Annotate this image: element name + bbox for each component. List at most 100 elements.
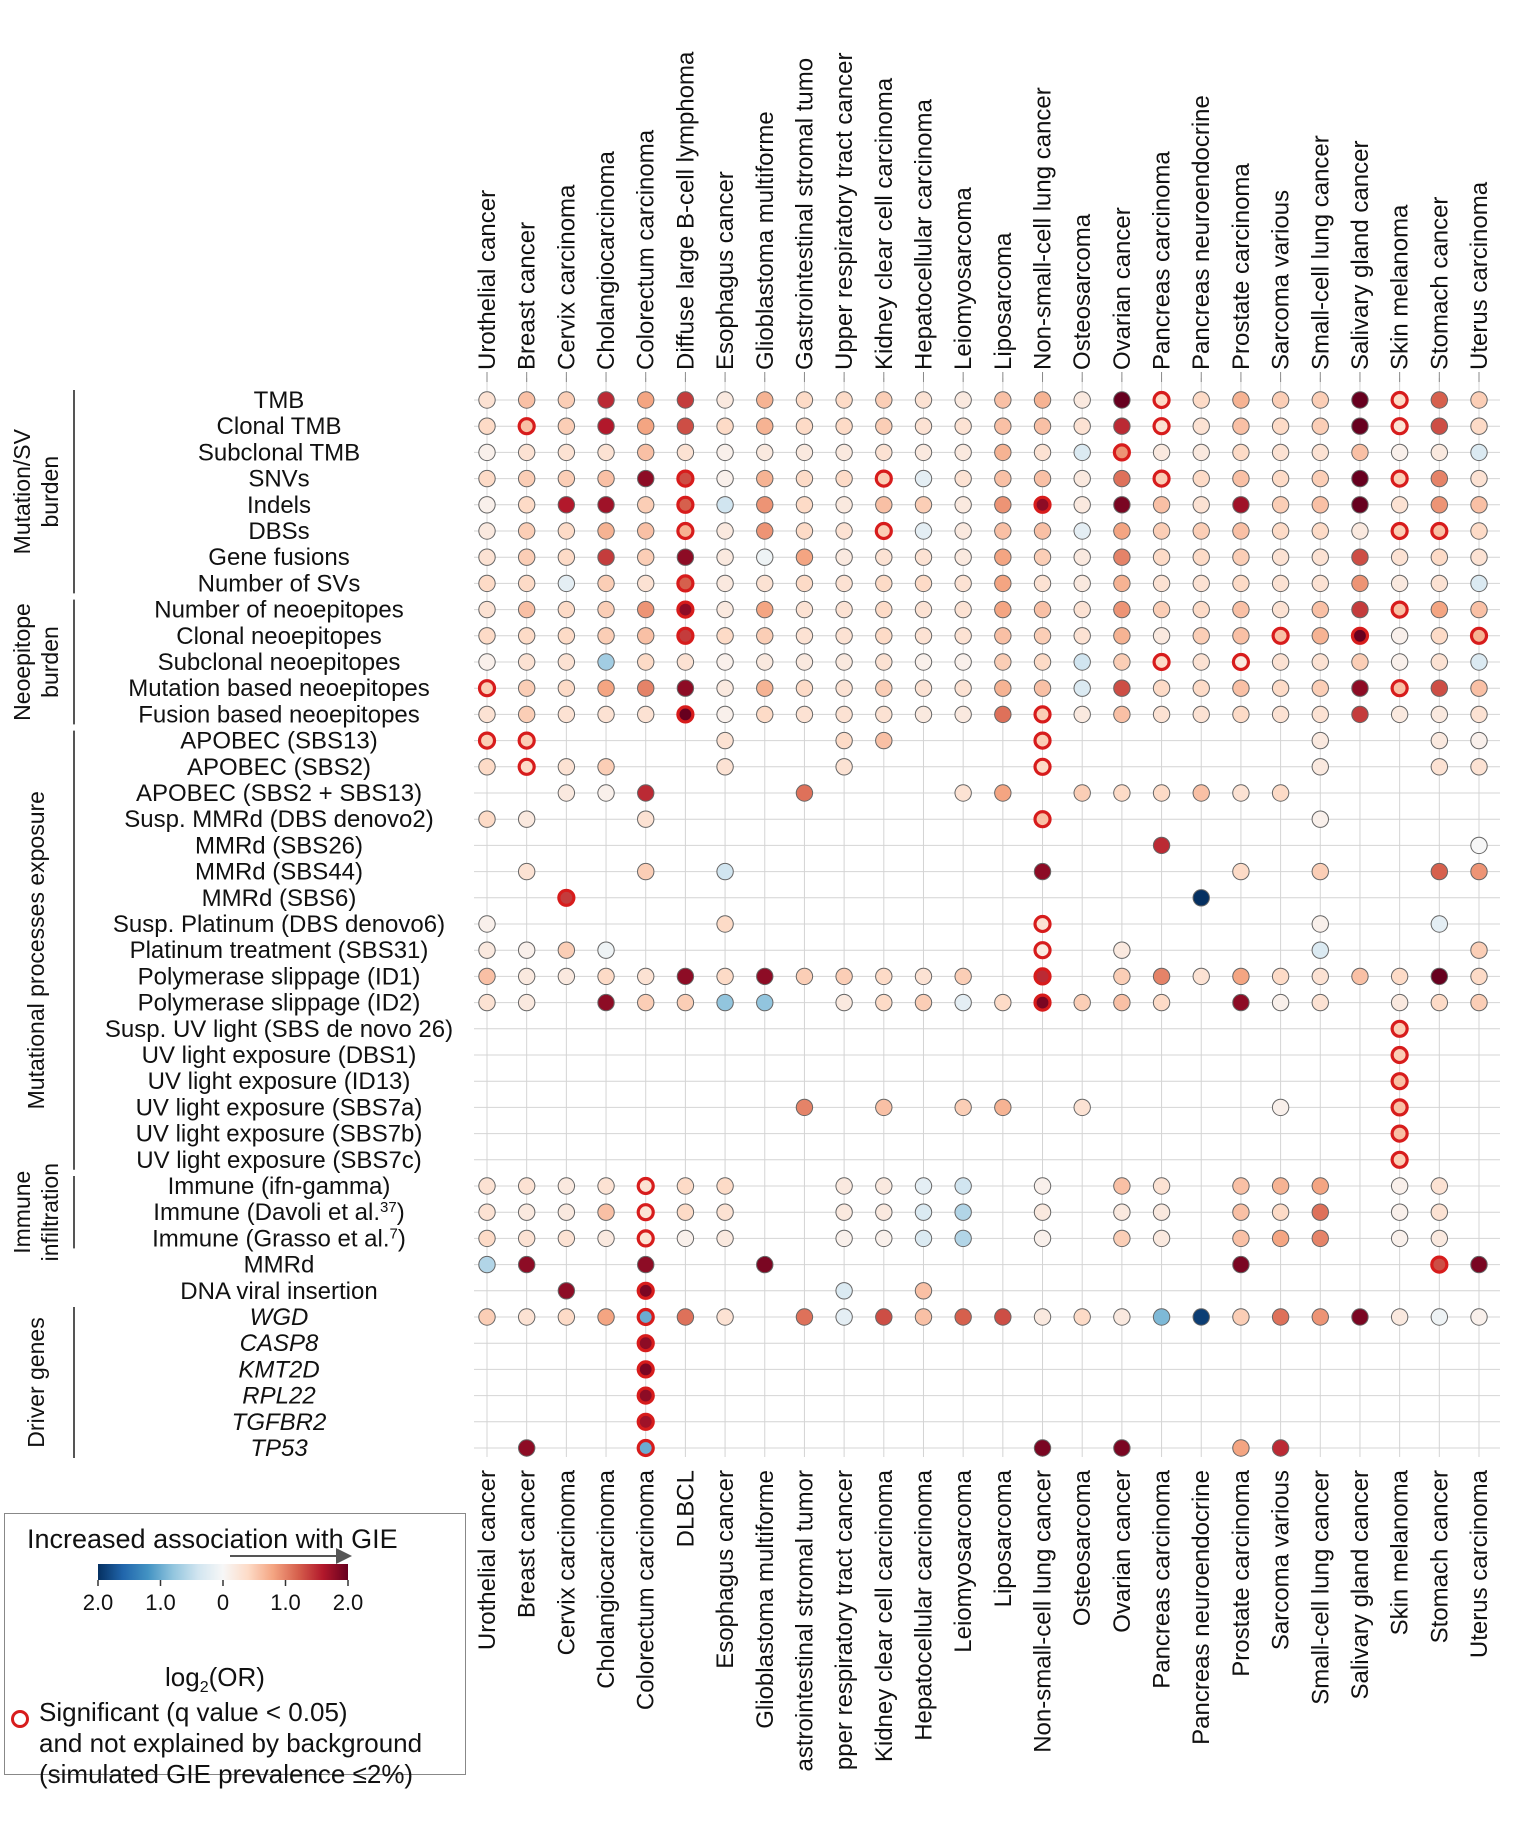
column-label-top: Non-small-cell lung cancer bbox=[1030, 87, 1057, 370]
dot bbox=[954, 705, 972, 724]
dot bbox=[756, 1255, 774, 1274]
row-label: Susp. Platinum (DBS denovo6) bbox=[113, 911, 445, 938]
dot bbox=[1073, 784, 1091, 802]
dot bbox=[954, 574, 972, 593]
significant-dot bbox=[477, 731, 497, 750]
legend-significance-text: Significant (q value < 0.05) and not exp… bbox=[39, 1697, 422, 1790]
dot bbox=[1430, 600, 1449, 619]
dot bbox=[1470, 705, 1488, 724]
dot bbox=[835, 993, 853, 1012]
dot bbox=[1192, 548, 1210, 566]
row-label: APOBEC (SBS2) bbox=[187, 754, 371, 781]
dot bbox=[795, 653, 814, 671]
dot bbox=[1311, 862, 1329, 881]
dot bbox=[517, 862, 536, 881]
dot bbox=[1152, 836, 1171, 855]
column-label-bottom: Colorectum carcinoma bbox=[633, 1469, 660, 1710]
dot bbox=[478, 1308, 496, 1326]
row-label: DBSs bbox=[248, 518, 309, 545]
significant-dot bbox=[1033, 914, 1052, 934]
dot bbox=[1271, 600, 1290, 619]
dot bbox=[557, 705, 576, 724]
dot bbox=[1113, 653, 1131, 671]
dot bbox=[875, 731, 893, 750]
dot bbox=[954, 1308, 972, 1326]
dot bbox=[716, 548, 734, 566]
dot bbox=[1073, 679, 1091, 697]
dot bbox=[994, 1308, 1012, 1326]
dot bbox=[1430, 627, 1449, 645]
dot bbox=[1192, 574, 1210, 593]
dot bbox=[1271, 496, 1290, 514]
dot bbox=[637, 522, 655, 540]
dot bbox=[517, 1255, 536, 1274]
dot bbox=[1470, 836, 1488, 855]
row-label: MMRd bbox=[244, 1252, 315, 1279]
dot bbox=[756, 469, 774, 488]
dot bbox=[875, 653, 893, 671]
row-label: WGD bbox=[250, 1304, 309, 1331]
dot bbox=[914, 1308, 933, 1326]
dot bbox=[914, 967, 933, 986]
dot bbox=[517, 548, 536, 566]
column-label-bottom: Prostate carcinoma bbox=[1228, 1469, 1255, 1676]
group-label: Neoepitope bbox=[9, 603, 35, 721]
dot bbox=[1073, 1308, 1091, 1326]
dot bbox=[795, 679, 814, 697]
dot bbox=[1430, 653, 1449, 671]
dot bbox=[1033, 653, 1052, 671]
dot bbox=[835, 1282, 853, 1300]
dot bbox=[1232, 1229, 1250, 1248]
dot bbox=[756, 705, 774, 724]
dot bbox=[1073, 627, 1091, 645]
dot bbox=[1271, 522, 1290, 540]
dot bbox=[1113, 1229, 1131, 1248]
dot bbox=[795, 417, 814, 435]
dot bbox=[1033, 1177, 1052, 1195]
dot bbox=[1311, 653, 1329, 671]
dot bbox=[676, 1229, 695, 1248]
dot bbox=[994, 627, 1012, 645]
dot bbox=[637, 679, 655, 697]
dot bbox=[597, 758, 615, 776]
significant-dot bbox=[517, 731, 536, 750]
significant-dot bbox=[1152, 652, 1171, 672]
dot bbox=[1351, 1308, 1369, 1326]
dot bbox=[478, 574, 496, 593]
dot bbox=[875, 967, 893, 986]
dot bbox=[597, 522, 615, 540]
dot bbox=[1033, 679, 1052, 697]
significant-dot bbox=[1033, 705, 1052, 724]
column-label-top: Stomach cancer bbox=[1426, 197, 1453, 370]
dot bbox=[1113, 574, 1131, 593]
column-label-bottom: Glioblastoma multiforme bbox=[752, 1470, 779, 1729]
dot bbox=[1192, 784, 1210, 802]
dot bbox=[994, 469, 1012, 488]
dot bbox=[1152, 443, 1171, 462]
dot bbox=[1152, 705, 1171, 724]
row-label: Immune (Davoli et al.37) bbox=[153, 1199, 404, 1227]
dot bbox=[1232, 784, 1250, 802]
significant-dot bbox=[636, 1281, 655, 1300]
dot bbox=[756, 391, 774, 409]
dot bbox=[875, 1308, 893, 1326]
dot bbox=[1113, 784, 1131, 802]
dot bbox=[1033, 469, 1052, 488]
dot bbox=[756, 548, 774, 566]
dot bbox=[517, 1439, 536, 1457]
dot bbox=[756, 653, 774, 671]
column-label-top: Esophagus cancer bbox=[712, 171, 739, 370]
dot bbox=[1351, 679, 1369, 697]
dot bbox=[557, 627, 576, 645]
dot bbox=[1033, 522, 1052, 540]
significant-dot bbox=[636, 1386, 655, 1405]
column-label-bottom: Skin melanoma bbox=[1387, 1469, 1414, 1635]
dot bbox=[1113, 1439, 1131, 1457]
dot bbox=[517, 469, 536, 488]
dot bbox=[478, 522, 496, 540]
dot bbox=[1271, 967, 1290, 986]
dot bbox=[1430, 731, 1449, 750]
dot bbox=[597, 496, 615, 514]
dot bbox=[676, 1308, 695, 1326]
dot bbox=[795, 496, 814, 514]
